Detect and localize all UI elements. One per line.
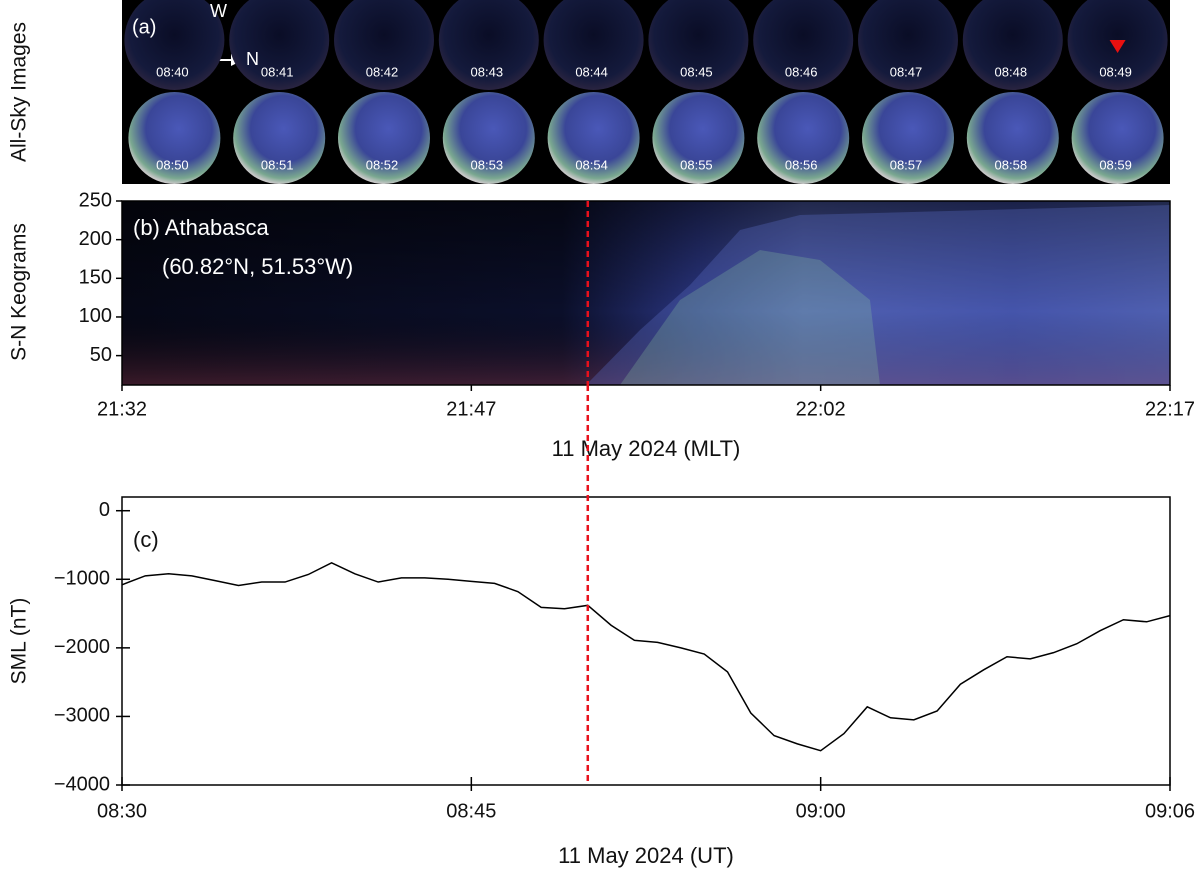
sky-image — [442, 92, 535, 184]
panel-subtitle: (60.82°N, 51.53°W) — [162, 254, 353, 279]
sky-image — [338, 92, 430, 184]
image-time: 08:57 — [890, 157, 923, 172]
image-time: 08:44 — [575, 64, 608, 79]
y-axis-label: All-Sky Images — [8, 22, 31, 162]
image-time: 08:48 — [995, 64, 1028, 79]
y-tick-label: 150 — [79, 267, 112, 289]
sky-image — [858, 0, 958, 90]
y-tick-label: −1000 — [54, 568, 110, 590]
x-axis-label: 11 May 2024 (UT) — [558, 843, 734, 868]
x-tick-label: 21:47 — [446, 398, 496, 420]
sky-image — [334, 0, 434, 90]
x-tick-label: 21:32 — [97, 398, 147, 420]
sml-line — [121, 561, 1171, 752]
image-time: 08:55 — [680, 157, 713, 172]
sky-image — [862, 92, 954, 184]
event-marker — [1109, 40, 1126, 53]
sky-image — [543, 0, 644, 90]
y-tick-label: 0 — [99, 499, 110, 521]
image-time: 08:54 — [575, 157, 608, 172]
image-time: 08:59 — [1099, 157, 1132, 172]
image-time: 08:56 — [785, 157, 818, 172]
y-tick-label: −2000 — [54, 636, 110, 658]
sky-image — [648, 0, 749, 90]
panel-title: (b) Athabasca — [133, 215, 270, 240]
sky-image — [233, 92, 326, 184]
y-tick-label: 50 — [90, 344, 112, 366]
panel-title: (c) — [133, 527, 159, 552]
sky-image — [1071, 92, 1164, 184]
direction: W — [210, 1, 227, 21]
sky-image — [128, 92, 221, 184]
sky-image — [229, 0, 330, 90]
sml-frame — [121, 496, 1171, 786]
aurora-band — [586, 205, 1170, 385]
sky-image — [438, 0, 539, 90]
y-tick-label: −3000 — [54, 705, 110, 727]
y-tick-label: −4000 — [54, 773, 110, 795]
sky-image — [124, 0, 225, 90]
y-tick-label: 100 — [79, 305, 112, 327]
x-tick-label: 22:17 — [1145, 398, 1195, 420]
image-time: 08:52 — [366, 157, 399, 172]
image-time: 08:46 — [785, 64, 818, 79]
y-tick-label: 200 — [79, 228, 112, 250]
image-time: 08:42 — [366, 64, 399, 79]
sky-image — [966, 92, 1059, 184]
image-time: 08:47 — [890, 64, 923, 79]
image-time: 08:40 — [156, 64, 189, 79]
x-tick-label: 08:45 — [446, 800, 496, 822]
direction: N — [246, 49, 259, 69]
image-time: 08:58 — [995, 157, 1028, 172]
x-tick-label: 09:00 — [796, 800, 846, 822]
keogram-frame — [121, 200, 1171, 386]
x-tick-label: 22:02 — [796, 398, 846, 420]
x-axis-label: 11 May 2024 (MLT) — [552, 436, 741, 461]
keogram-shade — [122, 201, 1170, 385]
sky-image — [547, 92, 640, 184]
image-time: 08:45 — [680, 64, 713, 79]
y-axis-label: SML (nT) — [8, 598, 31, 685]
image-time: 08:50 — [156, 157, 189, 172]
sky-image — [962, 0, 1063, 90]
panel-label: (a) — [132, 16, 156, 38]
image-time: 08:53 — [471, 157, 504, 172]
x-tick-label: 08:30 — [97, 800, 147, 822]
x-tick-label: 09:06 — [1145, 800, 1195, 822]
sky-image — [652, 92, 745, 184]
image-time: 08:49 — [1099, 64, 1132, 79]
y-axis-label: S-N Keograms — [8, 223, 31, 361]
aurora-band — [620, 250, 880, 385]
sky-image — [757, 92, 850, 184]
image-time: 08:43 — [471, 64, 504, 79]
sky-image — [753, 0, 854, 90]
image-time: 08:51 — [261, 157, 294, 172]
image-time: 08:41 — [261, 64, 294, 79]
y-tick-label: 250 — [79, 189, 112, 211]
